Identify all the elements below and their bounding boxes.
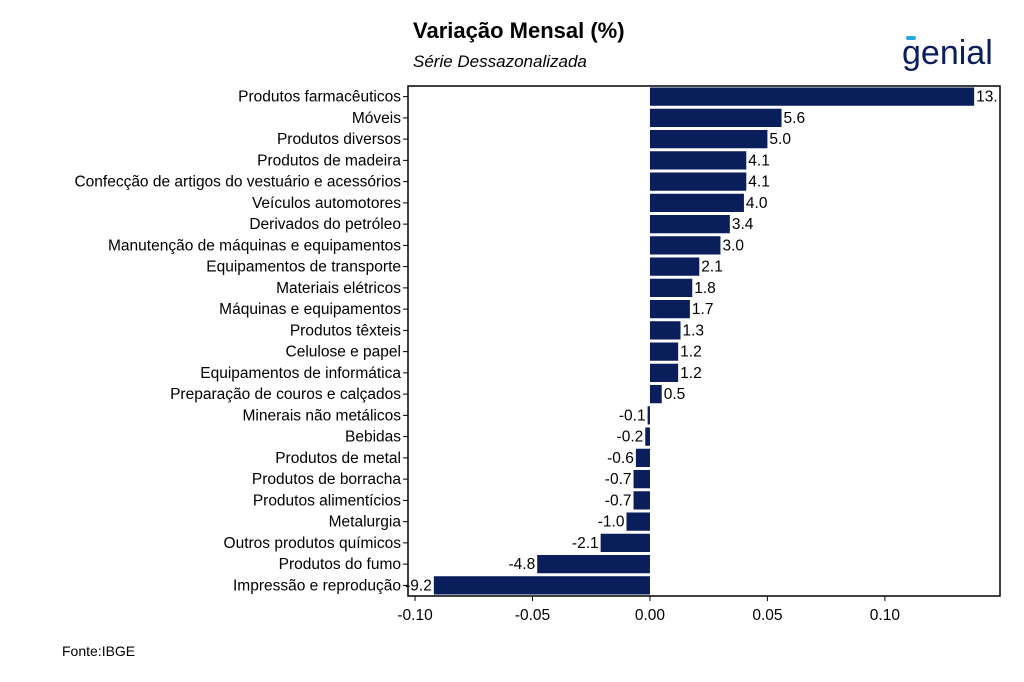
data-label: -1.0 xyxy=(598,514,625,531)
category-label: Produtos de metal xyxy=(275,450,401,467)
bar xyxy=(649,172,747,191)
category-label: Equipamentos de transporte xyxy=(206,259,401,276)
x-tick-label: -0.05 xyxy=(515,607,550,624)
data-label: 1.2 xyxy=(680,344,702,361)
data-label: 1.2 xyxy=(680,365,702,382)
source-note: Fonte:IBGE xyxy=(62,643,136,659)
data-label: -0.7 xyxy=(605,471,632,488)
data-label: 0.5 xyxy=(664,386,686,403)
category-label: Produtos diversos xyxy=(277,131,401,148)
category-label: Produtos têxteis xyxy=(290,322,401,339)
x-tick-label: 0.05 xyxy=(752,607,782,624)
bar xyxy=(633,491,650,510)
category-label: Produtos do fumo xyxy=(279,556,401,573)
data-label: -2.1 xyxy=(572,535,599,552)
data-label: -0.7 xyxy=(605,492,632,509)
bar xyxy=(633,469,650,489)
bar xyxy=(649,321,681,340)
category-label: Produtos farmacêuticos xyxy=(238,89,401,106)
bar xyxy=(649,108,782,128)
data-label: 1.8 xyxy=(694,280,716,297)
category-label: Outros produtos químicos xyxy=(224,535,402,552)
bar-chart: Produtos farmacêuticos 13. Móveis 5.6 Produt… xyxy=(74,85,1001,624)
bar xyxy=(600,533,650,553)
bar xyxy=(649,151,747,170)
data-label: 13. xyxy=(976,89,998,106)
data-label: 5.6 xyxy=(784,110,806,127)
data-label: 3.0 xyxy=(722,237,744,254)
data-label: 1.3 xyxy=(683,322,705,339)
x-tick-label: -0.10 xyxy=(397,607,433,624)
chart-title: Variação Mensal (%) xyxy=(413,18,625,43)
bar xyxy=(645,427,650,446)
bar xyxy=(626,512,650,531)
data-label: 2.1 xyxy=(701,259,723,276)
category-label: Minerais não metálicos xyxy=(242,407,401,424)
category-label: Equipamentos de informática xyxy=(200,365,401,382)
category-label: Confecção de artigos do vestuário e aces… xyxy=(74,174,401,191)
data-label: -4.8 xyxy=(508,556,535,573)
bar xyxy=(649,363,679,383)
category-label: Metalurgia xyxy=(329,514,402,531)
bar xyxy=(649,257,700,276)
bar xyxy=(433,576,650,595)
category-label: Produtos de madeira xyxy=(257,152,401,169)
data-label: 4.0 xyxy=(746,195,768,212)
data-label: -9.2 xyxy=(405,577,432,594)
x-tick-label: 0.00 xyxy=(635,607,666,624)
data-label: 1.7 xyxy=(692,301,714,318)
data-label: 3.4 xyxy=(732,216,754,233)
bar xyxy=(649,342,679,361)
data-label: -0.2 xyxy=(617,429,644,446)
bar xyxy=(649,87,975,106)
brand-logo-text: genial xyxy=(902,34,993,72)
data-label: 4.1 xyxy=(748,174,770,191)
bar xyxy=(649,236,721,255)
category-label: Produtos alimentícios xyxy=(253,492,401,509)
bar xyxy=(649,193,744,213)
category-label: Produtos de borracha xyxy=(252,471,401,488)
category-label: Materiais elétricos xyxy=(276,280,401,297)
plot-border xyxy=(407,85,1001,597)
bar xyxy=(537,554,650,574)
category-label: Manutenção de máquinas e equipamentos xyxy=(108,237,401,254)
bar xyxy=(649,278,693,298)
category-label: Máquinas e equipamentos xyxy=(219,301,401,318)
chart-subtitle: Série Dessazonalizada xyxy=(413,52,587,71)
data-label: -0.1 xyxy=(619,407,646,424)
bar xyxy=(635,448,650,468)
data-label: 5.0 xyxy=(769,131,791,148)
brand-logo-accent xyxy=(906,36,916,40)
bar xyxy=(647,406,650,425)
brand-logo: genial xyxy=(902,34,993,72)
category-label: Móveis xyxy=(352,110,401,127)
data-label: 4.1 xyxy=(748,152,770,169)
data-label: -0.6 xyxy=(607,450,634,467)
category-label: Bebidas xyxy=(345,429,401,446)
category-label: Derivados do petróleo xyxy=(249,216,401,233)
x-tick-label: 0.10 xyxy=(870,607,901,624)
bar xyxy=(649,299,690,319)
category-label: Impressão e reprodução xyxy=(233,577,401,594)
bar xyxy=(649,384,662,404)
category-label: Celulose e papel xyxy=(286,344,401,361)
category-label: Veículos automotores xyxy=(252,195,401,212)
bar xyxy=(649,129,768,149)
bar xyxy=(649,214,730,234)
category-label: Preparação de couros e calçados xyxy=(170,386,401,403)
